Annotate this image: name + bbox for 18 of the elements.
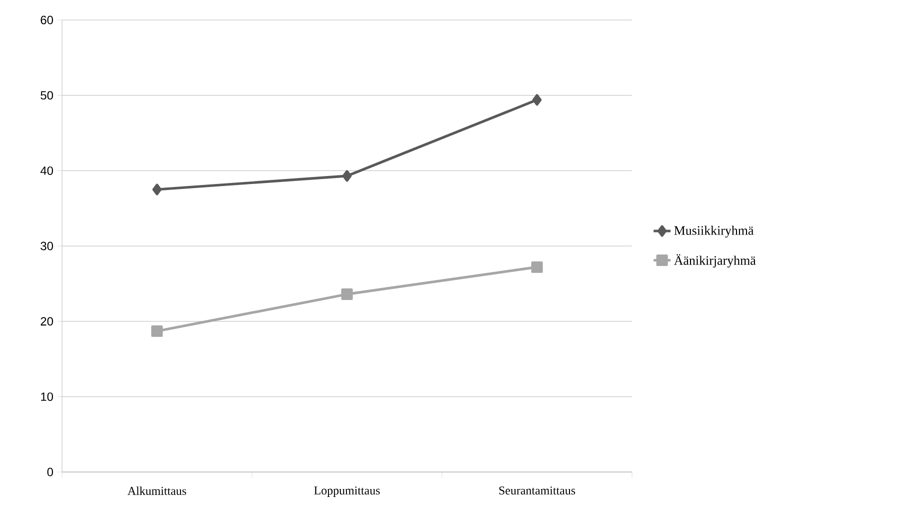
legend-label: Musiikkiryhmä xyxy=(674,226,754,238)
legend-label: Äänikirjaryhmä xyxy=(674,254,756,268)
x-tick-label: Seurantamittaus xyxy=(499,486,576,495)
y-tick-label: 40 xyxy=(40,166,54,175)
point xyxy=(531,261,543,273)
x-tick-label: Alkumittaus xyxy=(128,486,186,495)
x-tick-label: Loppumittaus xyxy=(314,486,380,497)
point xyxy=(342,170,352,182)
point xyxy=(152,184,162,196)
point xyxy=(341,288,353,300)
y-tick-label: 30 xyxy=(40,242,54,250)
point xyxy=(151,325,163,337)
y-tick-label: 20 xyxy=(40,317,54,326)
y-tick-label: 50 xyxy=(40,91,54,100)
y-tick-label: 0 xyxy=(47,468,54,476)
y-tick-label: 60 xyxy=(40,16,54,24)
y-tick-label: 10 xyxy=(41,392,54,401)
point xyxy=(532,94,542,106)
